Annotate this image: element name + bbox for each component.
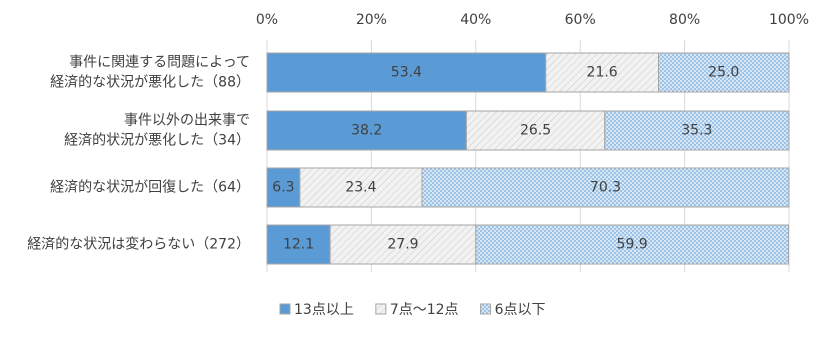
category-label: 経済的な状況が回復した（64） (50, 179, 250, 196)
legend-swatch (375, 303, 387, 315)
data-label: 6.3 (272, 180, 294, 196)
x-tick-label: 100% (769, 12, 809, 28)
bar-segment (329, 224, 477, 265)
bar-segment (266, 52, 547, 93)
data-label: 27.9 (387, 237, 418, 253)
bar-segment (266, 110, 467, 151)
bar-segment (421, 167, 790, 208)
bar-segment (465, 110, 606, 151)
legend-label: 7点～12点 (390, 302, 459, 318)
data-label: 38.2 (351, 123, 382, 139)
data-label: 21.6 (587, 65, 618, 81)
x-tick-label: 80% (669, 12, 700, 28)
data-label: 59.9 (617, 237, 648, 253)
data-label: 26.5 (520, 123, 551, 139)
bar-segment (604, 110, 790, 151)
bar-segment (299, 167, 423, 208)
category-label: 事件に関連する問題によって経済的な状況が悪化した（88） (50, 55, 250, 91)
bar-segment (266, 167, 301, 208)
data-label: 35.3 (681, 123, 712, 139)
data-label: 53.4 (391, 65, 422, 81)
data-label: 70.3 (590, 180, 621, 196)
legend-label: 6点以下 (495, 302, 546, 318)
category-label: 事件以外の出来事で経済的状況が悪化した（34） (64, 113, 250, 149)
data-label: 25.0 (708, 65, 739, 81)
data-label: 12.1 (283, 237, 314, 253)
bar-segment (658, 52, 790, 93)
bar-segment (475, 224, 789, 265)
legend-label: 13点以上 (294, 302, 354, 318)
legend-swatch (279, 303, 291, 315)
bar-segment (266, 224, 331, 265)
x-tick-label: 60% (565, 12, 596, 28)
x-tick-label: 0% (256, 12, 278, 28)
legend-swatch (480, 303, 492, 315)
data-label: 23.4 (345, 180, 376, 196)
category-label: 経済的な状況は変わらない（272） (27, 236, 250, 253)
x-tick-label: 40% (460, 12, 491, 28)
x-tick-label: 20% (356, 12, 387, 28)
